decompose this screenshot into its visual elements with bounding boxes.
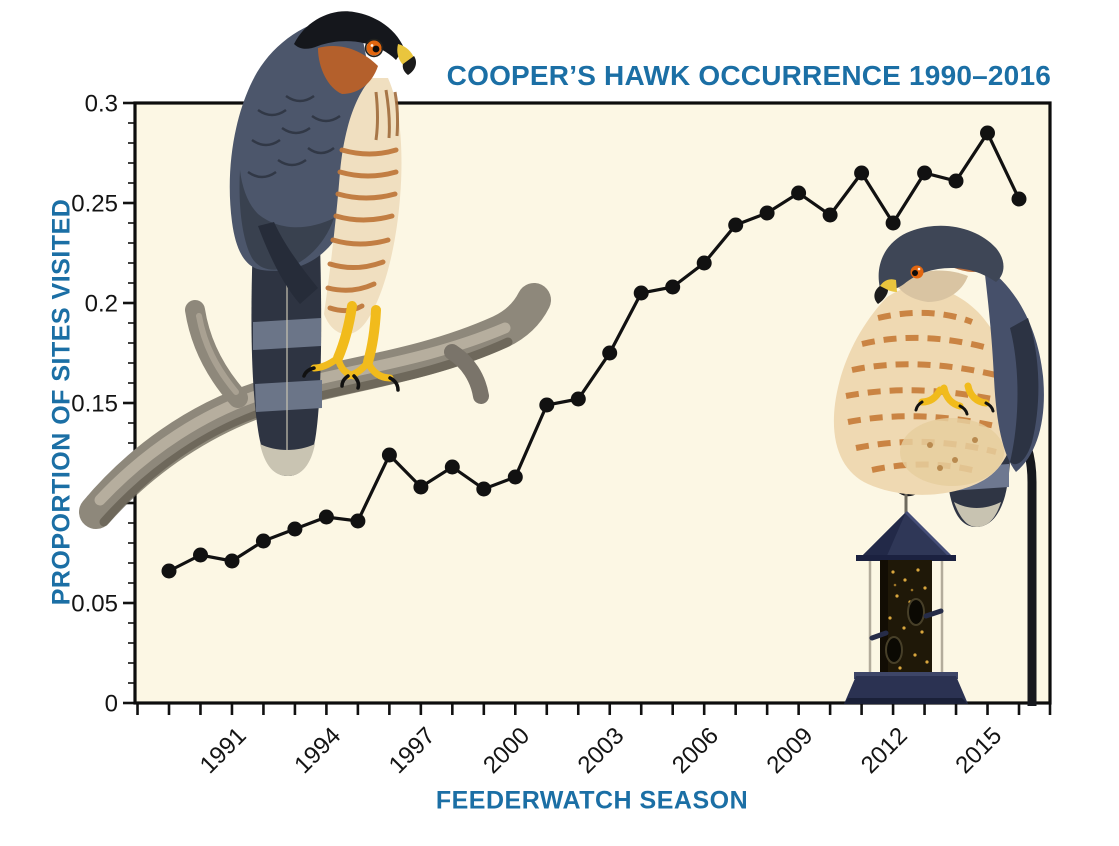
data-point <box>161 563 177 579</box>
y-tick-label: 0.25 <box>71 191 118 218</box>
data-point <box>854 165 870 181</box>
data-point <box>980 125 995 141</box>
x-tick-label: 2009 <box>762 722 819 779</box>
data-point <box>318 509 334 525</box>
y-tick-label: 0.05 <box>71 591 118 618</box>
data-point <box>822 207 838 223</box>
perch-peg <box>869 630 889 641</box>
data-point <box>570 391 586 407</box>
x-tick-label: 2000 <box>478 722 535 779</box>
feed-port <box>885 636 903 664</box>
eye-ring <box>364 38 384 58</box>
data-point <box>193 547 208 563</box>
data-point <box>759 205 775 221</box>
data-point <box>255 533 271 549</box>
x-tick-label: 1991 <box>195 722 252 779</box>
x-tick-label: 2012 <box>856 722 913 779</box>
data-point <box>665 279 681 295</box>
covert-spots <box>927 437 978 471</box>
plot-frame <box>133 101 1052 705</box>
y-tick-label: 0 <box>105 691 118 718</box>
x-tick-label: 1994 <box>289 722 346 779</box>
feather-scallops <box>247 94 341 179</box>
data-point <box>444 459 460 475</box>
data-point <box>287 521 303 537</box>
throat-streaks <box>374 89 400 141</box>
data-point <box>602 345 618 361</box>
y-tick-label: 0.3 <box>85 91 118 118</box>
data-line <box>168 129 1021 573</box>
x-tick-label: 2006 <box>667 722 724 779</box>
y-tick-label: 0.2 <box>85 291 118 318</box>
data-point <box>696 255 712 271</box>
data-point <box>885 215 901 231</box>
legs <box>310 301 394 382</box>
x-tick-label: 2003 <box>573 722 630 779</box>
talons <box>914 400 995 416</box>
coopers-hawk-on-branch-illustration <box>229 11 416 476</box>
talons <box>302 366 400 392</box>
feeder-base <box>844 676 968 704</box>
feed-port <box>907 598 925 626</box>
data-point <box>381 447 397 463</box>
coopers-hawk-on-hook-illustration <box>833 225 1044 527</box>
data-point <box>1011 191 1027 207</box>
data-point <box>791 185 807 201</box>
x-axis-title: FEEDERWATCH SEASON <box>435 786 749 815</box>
data-point <box>507 469 523 485</box>
beak <box>880 279 897 292</box>
data-point <box>948 173 964 189</box>
data-point <box>350 513 366 529</box>
perch-peg <box>923 608 944 619</box>
data-point <box>633 285 649 301</box>
data-point <box>476 481 492 497</box>
y-tick-label: 0.15 <box>71 391 118 418</box>
data-point <box>728 217 744 233</box>
data-point <box>413 479 429 495</box>
x-tick-label: 1997 <box>384 722 441 779</box>
data-point <box>224 553 240 569</box>
feet <box>918 382 990 410</box>
chart-title: COOPER’S HAWK OCCURRENCE 1990–2016 <box>446 60 1051 91</box>
data-point <box>539 397 555 413</box>
data-point <box>917 165 933 181</box>
x-tick-label: 2015 <box>950 722 1007 779</box>
